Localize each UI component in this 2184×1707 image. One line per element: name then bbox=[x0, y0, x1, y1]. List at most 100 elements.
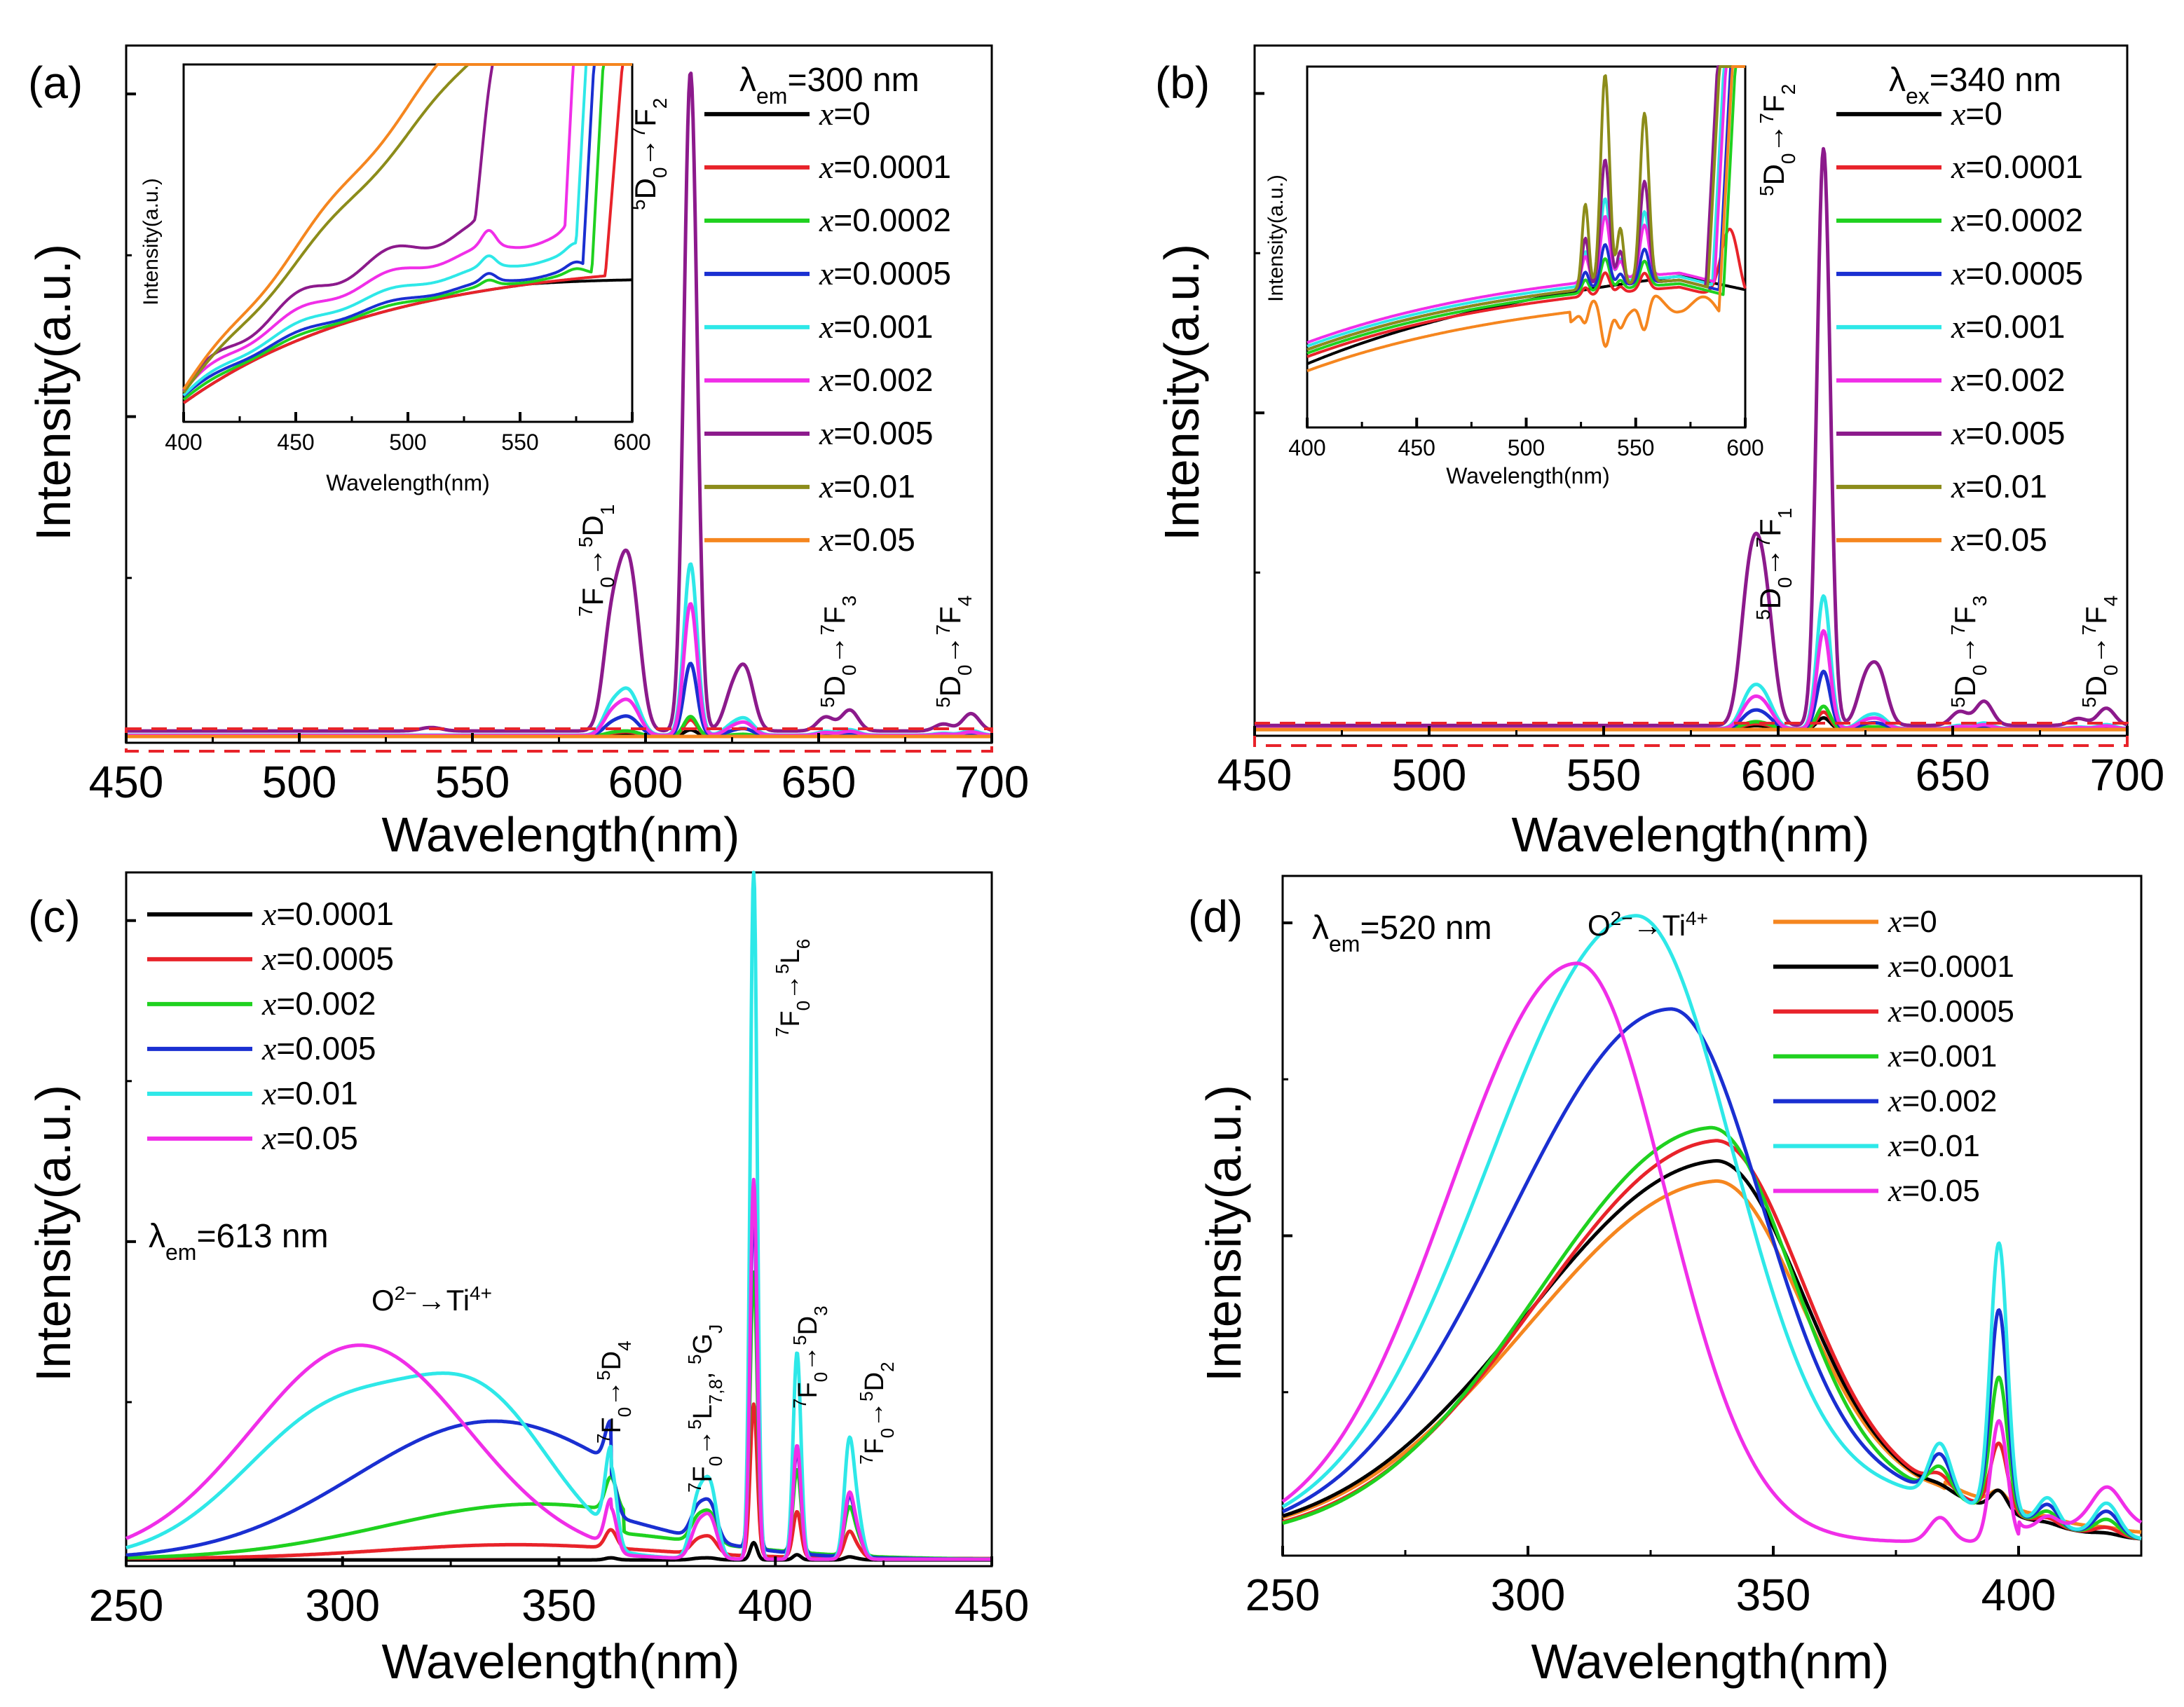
annotation-5D0-7F4: 5D0→7F4 bbox=[2078, 596, 2122, 708]
panel-b-x-tick-label: 500 bbox=[1392, 750, 1467, 800]
annotation-5D0-7F2: 5D0→7F2 bbox=[627, 98, 671, 210]
panel-a-legend-label: x=0.005 bbox=[819, 415, 933, 451]
panel-b-legend-label: x=0.001 bbox=[1951, 308, 2065, 345]
panel-c-series-line bbox=[125, 1402, 993, 1561]
annotation-7F0-5D3: 7F0→5D3 bbox=[789, 1305, 831, 1408]
panel-d-x-ticks: 250 300 350 400 bbox=[1245, 1546, 2056, 1620]
panel-b-inset-x-tick-label: 550 bbox=[1617, 435, 1654, 460]
panel-a-x-tick-label: 650 bbox=[782, 757, 856, 807]
panel-a: 450 500 550 600 650 700 (a) Intensity(a.u.) W… bbox=[26, 44, 1029, 862]
panel-c-legend-label: x=0.01 bbox=[261, 1075, 358, 1111]
panel-d-legend-label: x=0.01 bbox=[1888, 1129, 1980, 1163]
panel-c-series-line bbox=[125, 1177, 993, 1561]
panel-d-series-line bbox=[1281, 1125, 2143, 1541]
annotation-5D0-7F3: 5D0→7F3 bbox=[817, 596, 860, 708]
panel-c-legend-label: x=0.0005 bbox=[261, 940, 394, 977]
panel-b-xlabel: Wavelength(nm) bbox=[1512, 807, 1870, 862]
panel-c: 250 300 350 400 450 (c) Intensity(a.u.) Wave… bbox=[26, 870, 1030, 1689]
annotation-7F0-5D2: 7F0→5D2 bbox=[856, 1362, 898, 1465]
panel-a-inset-xlabel: Wavelength(nm) bbox=[326, 470, 490, 495]
panel-c-x-tick-label: 400 bbox=[738, 1580, 813, 1631]
panel-b-legend-label: x=0.05 bbox=[1951, 521, 2047, 558]
panel-b-x-tick-label: 700 bbox=[2090, 750, 2165, 800]
panel-d-legend-label: x=0.002 bbox=[1888, 1084, 1997, 1118]
panel-b-inset-frame bbox=[1306, 65, 1747, 429]
panel-a-legend-label: x=0.002 bbox=[819, 362, 933, 398]
panel-b-inset-line bbox=[1306, 65, 1746, 348]
annotation-5D0-7F3: 5D0→7F3 bbox=[1947, 596, 1991, 708]
panel-b: 450 500 550 600 650 700 (b) Intensity(a.u.) W… bbox=[1154, 44, 2165, 862]
panel-d-legend-label: x=0.001 bbox=[1888, 1039, 1997, 1074]
panel-d-series-line bbox=[1281, 961, 2143, 1543]
panel-d-label: (d) bbox=[1188, 891, 1243, 942]
panel-b-x-tick-label: 550 bbox=[1567, 750, 1642, 800]
panel-a-inset-x-tick-label: 500 bbox=[389, 430, 426, 455]
panel-d-frame bbox=[1281, 875, 2143, 1557]
panel-a-inset-line bbox=[182, 63, 633, 404]
panel-b-legend-label: x=0.0002 bbox=[1951, 202, 2083, 238]
annotation-7F0-5D4: 7F0→5D4 bbox=[593, 1341, 635, 1444]
panel-a-inset-line bbox=[182, 63, 633, 397]
panel-a-legend-label: x=0 bbox=[819, 95, 871, 132]
annotation-7F0-5L6: 7F0→5L6 bbox=[772, 939, 814, 1037]
panel-a-series-line bbox=[125, 602, 992, 737]
panel-c-x-tick-label: 350 bbox=[521, 1580, 596, 1631]
panel-d-series-line bbox=[1281, 914, 2143, 1540]
panel-d-x-tick-label: 350 bbox=[1736, 1570, 1811, 1620]
panel-d: 250 300 350 400 (d) Intensity(a.u.) Wavelen… bbox=[1188, 875, 2143, 1689]
panel-d-ylabel: Intensity(a.u.) bbox=[1196, 1085, 1251, 1382]
panel-d-legend-label: x=0 bbox=[1888, 905, 1937, 939]
panel-d-xlabel: Wavelength(nm) bbox=[1531, 1634, 1890, 1689]
panel-b-inset-line bbox=[1306, 227, 1747, 358]
panel-a-inset-x-tick-label: 550 bbox=[501, 430, 538, 455]
panel-b-y-ticks bbox=[1255, 92, 1264, 574]
panel-c-legend-label: x=0.002 bbox=[261, 985, 376, 1022]
panel-a-series-line bbox=[125, 71, 992, 733]
panel-b-legend-label: x=0.0005 bbox=[1951, 255, 2083, 292]
panel-a-x-ticks: 450 500 550 600 650 700 bbox=[89, 733, 1029, 807]
panel-a-inset-line bbox=[182, 63, 633, 390]
panel-c-x-tick-label: 450 bbox=[955, 1580, 1030, 1631]
panel-d-series-line bbox=[1281, 1007, 2143, 1541]
annotation-charge-transfer: O2−→Ti4+ bbox=[371, 1282, 492, 1317]
panel-b-legend-label: x=0.005 bbox=[1951, 415, 2065, 451]
panel-d-x-tick-label: 400 bbox=[1981, 1570, 2056, 1620]
panel-b-legend-label: x=0 bbox=[1951, 95, 2002, 132]
panel-c-series-line bbox=[125, 870, 993, 1561]
panel-b-inset-line bbox=[1306, 65, 1746, 344]
panel-c-legend-label: x=0.05 bbox=[261, 1120, 358, 1156]
panel-b-inset-x-tick-label: 600 bbox=[1726, 435, 1763, 460]
panel-b-series-line bbox=[1254, 146, 2128, 727]
panel-b-label: (b) bbox=[1155, 57, 1210, 108]
panel-b-legend-label: x=0.01 bbox=[1951, 468, 2047, 505]
panel-b-inset-line bbox=[1306, 65, 1746, 373]
panel-d-x-tick-label: 300 bbox=[1491, 1570, 1566, 1620]
panel-d-condition: λem=520 nm bbox=[1312, 910, 1492, 957]
panel-d-legend-label: x=0.0005 bbox=[1888, 994, 2014, 1029]
panel-a-legend-label: x=0.001 bbox=[819, 308, 933, 345]
panel-b-inset-line bbox=[1306, 65, 1746, 351]
annotation-7F0-5L78-5GJ: 7F0→5L7,8, 5GJ bbox=[684, 1324, 726, 1493]
panel-b-x-ticks: 450 500 550 600 650 700 bbox=[1217, 726, 2165, 800]
panel-b-series-line bbox=[1254, 594, 2128, 731]
panel-b-series bbox=[1254, 146, 2128, 732]
panel-c-xlabel: Wavelength(nm) bbox=[382, 1634, 740, 1689]
panel-b-inset-x-tick-label: 500 bbox=[1508, 435, 1545, 460]
panel-c-condition: λem=613 nm bbox=[149, 1218, 329, 1265]
panel-b-series-line bbox=[1254, 669, 2128, 731]
panel-a-x-tick-label: 550 bbox=[435, 757, 510, 807]
panel-a-legend-label: x=0.0002 bbox=[819, 202, 951, 238]
panel-a-inset-x-tick-label: 600 bbox=[613, 430, 650, 455]
panel-b-legend: x=0 x=0.0001 x=0.0002 x=0.0005 x=0.001 x=0.00… bbox=[1836, 95, 2083, 558]
panel-d-y-ticks bbox=[1283, 921, 1292, 1394]
panel-b-x-tick-label: 650 bbox=[1916, 750, 1991, 800]
panel-a-inset-x-tick-label: 400 bbox=[165, 430, 202, 455]
panel-a-inset: 400 450 500 550 600 Intensity(a.u.) Waveleng… bbox=[139, 63, 651, 495]
panel-a-legend-label: x=0.05 bbox=[819, 521, 915, 558]
panel-a-inset-line bbox=[182, 63, 633, 401]
panel-a-legend-label: x=0.0001 bbox=[819, 149, 951, 185]
panel-b-ylabel: Intensity(a.u.) bbox=[1154, 244, 1209, 541]
panel-c-label: (c) bbox=[28, 891, 81, 942]
panel-b-inset-x-tick-label: 400 bbox=[1288, 435, 1325, 460]
panel-b-x-tick-label: 600 bbox=[1741, 750, 1816, 800]
